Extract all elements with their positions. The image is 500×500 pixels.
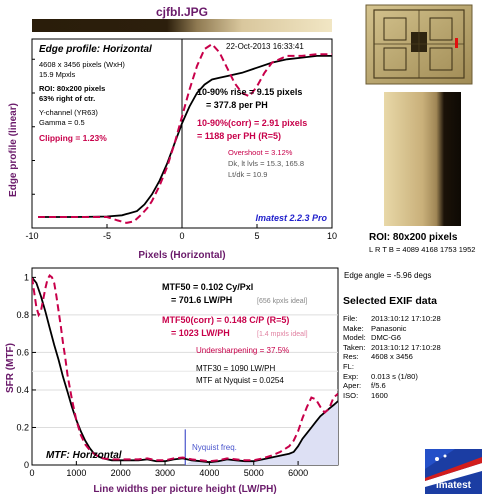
exif-key: Exp: — [343, 371, 359, 381]
mtf-x-ticks: 0 1000 2000 3000 4000 5000 6000 — [29, 461, 308, 478]
edge-chart: -10 -5 0 5 10 Edge profile (linear) Pixels (… — [8, 38, 337, 261]
edge-roi-1: ROI: 80x200 pixels — [39, 84, 105, 93]
edge-info-1: 4608 x 3456 pixels (WxH) — [39, 60, 125, 69]
mtf-x-tick-label: 4000 — [199, 468, 219, 478]
nyquist-label: Nyquist freq. — [192, 443, 237, 452]
edge-x-ticks: -10 -5 0 5 10 — [25, 58, 337, 241]
edge-rise-corr-2: = 1188 per PH (R=5) — [197, 131, 281, 141]
mtf-x-tick-label: 2000 — [111, 468, 131, 478]
edge-angle: Edge angle = -5.96 degs — [344, 271, 432, 280]
exif-key: ISO: — [343, 390, 359, 400]
edge-rise-2: = 377.8 per PH — [206, 100, 268, 110]
mtf-area-fill — [185, 401, 338, 465]
mtf-at-nyquist: MTF at Nyquist = 0.0254 — [196, 376, 284, 385]
mtf50-ideal: [656 kpxls ideal] — [257, 298, 307, 305]
mtf-y-tick-label: 1 — [24, 272, 29, 282]
mtf-x-tick-label: 3000 — [155, 468, 175, 478]
mtf-x-tick-label: 5000 — [244, 468, 264, 478]
edge-image-strip — [32, 19, 332, 32]
edge-date: 22-Oct-2013 16:33:41 — [226, 42, 304, 51]
exif-key: Make: — [343, 323, 364, 333]
imatest-version: Imatest 2.2.3 Pro — [255, 213, 327, 223]
edge-rise-1: 10-90% rise = 9.15 pixels — [197, 87, 302, 97]
edge-lt-dk: Lt/dk = 10.9 — [228, 170, 267, 179]
exif-key: Res: — [343, 352, 359, 362]
roi-image — [384, 92, 461, 226]
exif-key: Model: — [343, 333, 366, 343]
mtf50c-1: MTF50(corr) = 0.148 C/P (R=5) — [162, 315, 289, 325]
edge-series-line — [38, 55, 332, 218]
edge-info-2: 15.9 Mpxls — [39, 70, 76, 79]
roi-coords: L R T B = 4089 4168 1753 1952 — [369, 245, 476, 254]
edge-x-tick-label: -10 — [25, 231, 38, 241]
exif-value: DMC-G6 — [371, 333, 401, 343]
mtf-y-tick-label: 0.4 — [16, 385, 29, 395]
edge-x-tick-label: 10 — [327, 231, 337, 241]
exif-value: f/5.6 — [371, 381, 386, 391]
mtf-y-ticks: 0 0.2 0.4 0.6 0.8 1 — [16, 272, 36, 470]
mtf-x-tick-label: 6000 — [288, 468, 308, 478]
exif-value: 0.013 s (1/80) — [371, 371, 418, 381]
mtf50-2: = 701.6 LW/PH — [171, 295, 232, 305]
imatest-logo-icon — [425, 449, 482, 494]
exif-key: File: — [343, 314, 358, 323]
roi-title: ROI: 80x200 pixels — [369, 232, 458, 243]
edge-clipping: Clipping = 1.23% — [39, 133, 107, 143]
mtf-y-tick-label: 0.2 — [16, 422, 29, 432]
mtf50c-2: = 1023 LW/PH — [171, 328, 230, 338]
mtf-ylabel: SFR (MTF) — [5, 343, 16, 393]
edge-x-tick-label: -5 — [103, 231, 111, 241]
mtf-x-tick-label: 1000 — [66, 468, 86, 478]
exif-value: 1600 — [371, 390, 388, 400]
exif-key: Taken: — [343, 342, 366, 352]
exif-key: FL: — [343, 361, 354, 371]
mtf-x-tick-label: 0 — [29, 468, 34, 478]
exif-value: 2013:10:12 17:10:28 — [371, 342, 441, 352]
mtf-y-tick-label: 0.8 — [16, 310, 29, 320]
edge-ylabel: Edge profile (linear) — [8, 103, 19, 197]
imatest-logo-text: Imatest — [435, 480, 471, 491]
exif-value: Panasonic — [371, 323, 407, 333]
undersharpening: Undersharpening = 37.5% — [196, 346, 289, 355]
edge-chart-subtitle: Edge profile: Horizontal — [39, 44, 152, 55]
edge-xlabel: Pixels (Horizontal) — [138, 250, 225, 261]
chart-thumbnail — [365, 4, 473, 85]
edge-rise-corr-1: 10-90%(corr) = 2.91 pixels — [197, 118, 307, 128]
mtf30: MTF30 = 1090 LW/PH — [196, 364, 275, 373]
edge-x-tick-label: 5 — [254, 231, 259, 241]
mtf-y-tick-label: 0 — [24, 460, 29, 470]
mtf-chart-subtitle: MTF: Horizontal — [46, 450, 122, 461]
edge-overshoot: Overshoot = 3.12% — [228, 148, 293, 157]
edge-corr-series-line — [38, 42, 332, 224]
exif-value: 2013:10:12 17:10:28 — [371, 314, 441, 323]
mtf-chart: 0 1000 2000 3000 4000 5000 6000 0 0.2 0.4 0.6 0.8 1… — [5, 267, 339, 495]
mtf50c-ideal: [1.4 mpxls ideal] — [257, 331, 308, 338]
mtf-y-tick-label: 0.6 — [16, 347, 29, 357]
mtf50-1: MTF50 = 0.102 Cy/Pxl — [162, 282, 253, 292]
roi-marker — [455, 38, 458, 48]
exif-key: Aper: — [343, 381, 362, 391]
chart-title: cjfbl.JPG — [156, 5, 208, 19]
exif-value: 4608 x 3456 — [371, 352, 413, 362]
edge-channel-2: Gamma = 0.5 — [39, 118, 85, 127]
exif-title: Selected EXIF data — [343, 295, 437, 307]
mtf-xlabel: Line widths per picture height (LW/PH) — [93, 484, 276, 495]
edge-channel-1: Y-channel (YR63) — [39, 108, 98, 117]
mtf-gridlines — [32, 314, 338, 428]
edge-x-tick-label: 0 — [179, 231, 184, 241]
mtf-corr-series-line — [32, 273, 338, 463]
edge-dk-levels: Dk, lt lvls = 15.3, 165.8 — [228, 159, 304, 168]
edge-roi-2: 63% right of ctr. — [39, 94, 95, 103]
imatest-logo: Imatest — [425, 449, 482, 494]
